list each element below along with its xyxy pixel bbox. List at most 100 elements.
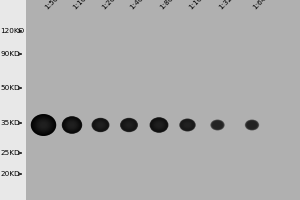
Ellipse shape [123, 120, 135, 130]
Ellipse shape [34, 117, 53, 133]
Ellipse shape [155, 122, 163, 128]
Ellipse shape [213, 122, 222, 128]
Ellipse shape [97, 122, 104, 128]
Ellipse shape [214, 122, 221, 128]
Ellipse shape [183, 121, 192, 129]
Ellipse shape [184, 123, 190, 127]
Ellipse shape [211, 120, 224, 130]
Ellipse shape [180, 119, 195, 131]
Ellipse shape [123, 120, 135, 130]
Text: 1:400000: 1:400000 [129, 0, 158, 10]
Ellipse shape [92, 118, 110, 132]
Ellipse shape [92, 118, 109, 132]
Ellipse shape [41, 123, 46, 127]
Ellipse shape [68, 121, 76, 129]
Ellipse shape [181, 120, 194, 130]
Ellipse shape [98, 123, 103, 127]
Ellipse shape [185, 123, 190, 127]
Ellipse shape [248, 122, 256, 128]
Text: 25KD: 25KD [0, 150, 20, 156]
Ellipse shape [213, 122, 222, 128]
Ellipse shape [214, 122, 221, 128]
Ellipse shape [248, 122, 256, 128]
Ellipse shape [245, 120, 259, 130]
Ellipse shape [127, 123, 131, 127]
Ellipse shape [212, 121, 224, 129]
Text: 1:3200000: 1:3200000 [218, 0, 250, 10]
Text: 50KD: 50KD [0, 85, 20, 91]
Ellipse shape [247, 121, 257, 129]
Ellipse shape [66, 120, 78, 130]
Ellipse shape [125, 122, 133, 128]
Ellipse shape [250, 123, 254, 127]
Ellipse shape [214, 123, 221, 127]
Ellipse shape [215, 123, 220, 127]
Ellipse shape [99, 123, 102, 127]
Ellipse shape [182, 120, 194, 130]
Ellipse shape [250, 124, 254, 126]
Ellipse shape [64, 119, 80, 131]
Ellipse shape [64, 118, 80, 132]
Ellipse shape [156, 123, 162, 127]
Ellipse shape [216, 124, 219, 126]
Text: 35KD: 35KD [0, 120, 20, 126]
Ellipse shape [40, 122, 47, 128]
Text: 20KD: 20KD [0, 171, 20, 177]
Ellipse shape [93, 119, 108, 131]
Ellipse shape [93, 119, 108, 131]
Ellipse shape [154, 121, 164, 129]
Ellipse shape [126, 122, 132, 128]
Ellipse shape [64, 118, 80, 132]
Ellipse shape [122, 119, 136, 131]
Ellipse shape [249, 123, 255, 127]
Ellipse shape [95, 121, 106, 129]
Ellipse shape [36, 119, 51, 131]
Ellipse shape [212, 121, 223, 129]
Ellipse shape [180, 119, 195, 131]
Text: 1:6400000: 1:6400000 [252, 0, 284, 10]
Ellipse shape [97, 122, 104, 128]
Ellipse shape [40, 122, 47, 128]
Ellipse shape [249, 123, 255, 127]
Ellipse shape [94, 120, 106, 130]
Ellipse shape [37, 120, 50, 130]
Ellipse shape [182, 121, 193, 129]
Ellipse shape [31, 114, 56, 136]
Ellipse shape [31, 115, 56, 135]
Ellipse shape [96, 121, 105, 129]
Ellipse shape [124, 121, 134, 129]
Text: 90KD: 90KD [0, 51, 20, 57]
Ellipse shape [96, 121, 105, 129]
Ellipse shape [35, 118, 52, 132]
Ellipse shape [37, 119, 50, 131]
Ellipse shape [67, 120, 77, 130]
Ellipse shape [127, 123, 131, 127]
Ellipse shape [183, 122, 192, 128]
Ellipse shape [38, 121, 49, 129]
Ellipse shape [246, 121, 258, 129]
Ellipse shape [63, 117, 81, 133]
Ellipse shape [121, 119, 137, 131]
Ellipse shape [66, 119, 78, 131]
Ellipse shape [152, 119, 166, 131]
Ellipse shape [41, 123, 46, 127]
Ellipse shape [157, 123, 161, 127]
Ellipse shape [154, 121, 164, 129]
Ellipse shape [215, 123, 220, 127]
Ellipse shape [95, 120, 106, 130]
Text: 1:100000: 1:100000 [72, 0, 101, 10]
Ellipse shape [211, 120, 224, 130]
Ellipse shape [182, 121, 193, 129]
Ellipse shape [179, 118, 196, 132]
Ellipse shape [247, 121, 257, 129]
Ellipse shape [124, 121, 134, 129]
Text: 1:200000: 1:200000 [100, 0, 129, 10]
Ellipse shape [121, 118, 137, 132]
Ellipse shape [32, 116, 55, 134]
Ellipse shape [245, 120, 259, 130]
Text: 1:800000: 1:800000 [159, 0, 188, 10]
Ellipse shape [62, 116, 82, 134]
Ellipse shape [92, 118, 109, 132]
Ellipse shape [186, 124, 189, 126]
Ellipse shape [94, 119, 107, 131]
